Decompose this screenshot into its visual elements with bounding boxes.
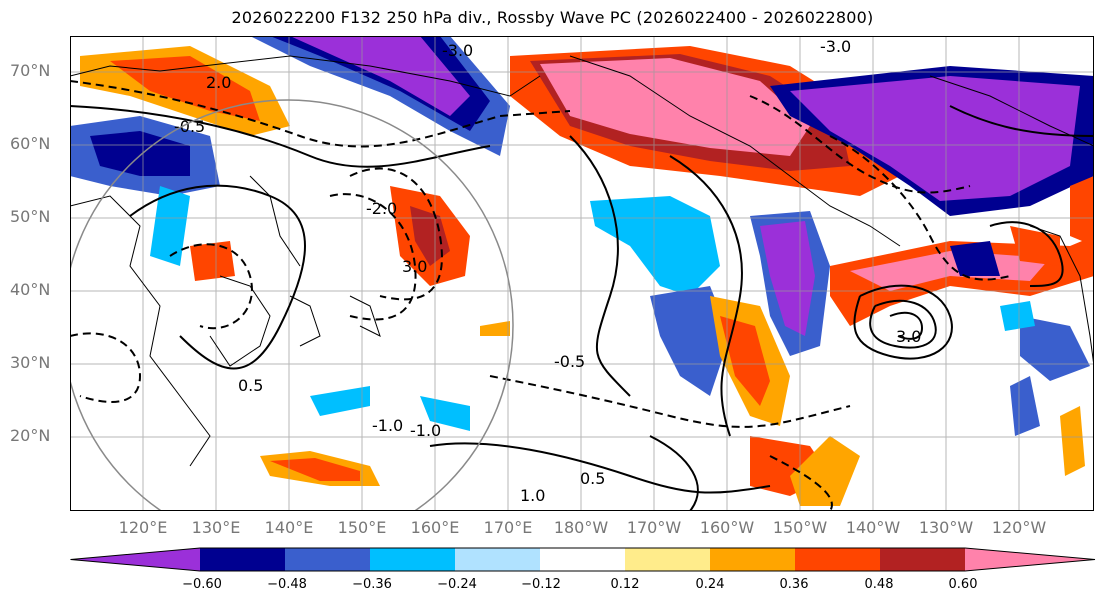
shaded-field [70,36,1094,506]
lon-label-130w: 130°W [918,518,974,537]
reference-circle [70,99,514,511]
colorbar-tick-060: 0.60 [948,577,978,592]
lon-label-160w: 160°W [699,518,755,537]
map-panel: -3.0 -3.0 -2.0 -1.0 -1.0 -0.5 -0.5 0.5 0… [70,36,1094,511]
contour-label-neg2: -2.0 [366,199,397,218]
lon-label-140w: 140°W [845,518,901,537]
colorbar-tick-036: 0.36 [779,577,809,592]
map-frame [70,36,1094,511]
colorbar [70,547,1096,572]
contour-label-neg1: -1.0 [372,416,403,435]
lon-label-180w: 180°W [553,518,609,537]
lon-label-120w: 120°W [991,518,1047,537]
lon-label-150w: 150°W [772,518,828,537]
colorbar-outline [70,547,1096,572]
colorbar-swatch [455,548,541,571]
lon-label-140e: 140°E [264,518,314,537]
lon-label-170e: 170°E [483,518,533,537]
colorbar-tick-024: 0.24 [695,577,725,592]
colorbar-tick-neg012: −0.12 [521,577,561,592]
contour-label-3-b: 3.0 [896,327,921,346]
colorbar-tick-neg024: −0.24 [437,577,477,592]
lon-label-120e: 120°E [118,518,168,537]
colorbar-swatch [285,548,371,571]
contour-label-2: 2.0 [206,73,231,92]
lon-label-170w: 170°W [626,518,682,537]
colorbar-tick-012: 0.12 [610,577,640,592]
lat-label-60n: 60°N [10,134,51,153]
colorbar-tick-048: 0.48 [864,577,894,592]
colorbar-swatch [540,548,626,571]
colorbar-swatch [625,548,711,571]
graticule [70,36,1094,511]
contour-label-05-b: 0.5 [580,469,605,488]
lat-label-30n: 30°N [10,353,51,372]
colorbar-swatch [70,548,200,571]
contour-label-neg1-b: -1.0 [410,421,441,440]
lat-label-70n: 70°N [10,61,51,80]
contour-label-1: 1.0 [520,486,545,505]
colorbar-tick-neg060: −0.60 [182,577,222,592]
contour-label-neg05-b: -0.5 [554,352,585,371]
colorbar-tick-neg048: −0.48 [267,577,307,592]
map-title: 2026022200 F132 250 hPa div., Rossby Wav… [231,8,874,27]
colorbar-tick-neg036: −0.36 [352,577,392,592]
contour-label-neg3-b: -3.0 [820,37,851,56]
rossby-contours [70,80,1094,511]
colorbar-swatch [370,548,456,571]
lat-label-20n: 20°N [10,426,51,445]
contour-labels: -3.0 -3.0 -2.0 -1.0 -1.0 -0.5 -0.5 0.5 0… [174,37,921,505]
lat-label-40n: 40°N [10,280,51,299]
colorbar-swatch [710,548,796,571]
colorbar-swatch [795,548,881,571]
colorbar-swatch [200,548,286,571]
contour-label-05: 0.5 [238,376,263,395]
contour-label-3: 3.0 [402,257,427,276]
lon-label-150e: 150°E [337,518,387,537]
colorbar-swatch [880,548,966,571]
lon-label-130e: 130°E [191,518,241,537]
lon-label-160e: 160°E [410,518,460,537]
contour-label-neg05: -0.5 [174,117,205,136]
colorbar-swatch [965,548,1095,571]
lat-label-50n: 50°N [10,207,51,226]
contour-label-neg3: -3.0 [442,41,473,60]
coastlines [70,55,1094,467]
